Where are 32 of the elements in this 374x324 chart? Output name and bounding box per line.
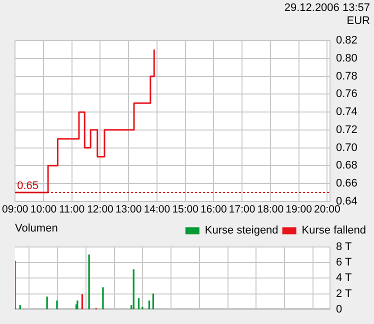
x-tick-label: 09:00	[2, 204, 28, 216]
legend-label: Kurse steigend	[204, 224, 278, 237]
y-tick-label: 0	[336, 303, 342, 316]
y-tick-label: 0.82	[336, 34, 358, 47]
x-tick-label: 19:00	[286, 204, 312, 216]
x-tick-label: 10:00	[30, 204, 57, 216]
y-tick-label: 8 T	[336, 241, 352, 254]
y-tick-label: 2 T	[336, 288, 352, 300]
y-tick-label: 0.68	[336, 160, 358, 172]
x-tick-label: 16:00	[200, 204, 227, 216]
x-tick-label: 14:00	[144, 204, 170, 216]
y-tick-label: 6 T	[336, 256, 352, 269]
legend-label: Kurse fallend	[302, 224, 366, 237]
x-tick-label: 18:00	[257, 204, 284, 216]
x-tick-label: 20:00	[314, 204, 340, 216]
y-tick-label: 4 T	[336, 272, 352, 284]
y-tick-label: 0.78	[336, 70, 358, 82]
y-tick-label: 0.80	[336, 52, 358, 64]
x-tick-label: 13:00	[115, 204, 142, 216]
x-tick-label: 15:00	[172, 204, 199, 216]
x-tick-label: 12:00	[87, 204, 114, 216]
y-tick-label: 0.76	[336, 88, 358, 100]
chart-title: Volumen	[15, 222, 58, 235]
ref-line-label: 0.65	[17, 180, 39, 192]
y-tick-label: 0.66	[336, 178, 358, 190]
y-tick-label: 0.74	[336, 106, 358, 118]
y-tick-label: 0.70	[336, 142, 358, 154]
text: 29.12.2006 13:57	[283, 2, 370, 15]
y-tick-label: 0.72	[336, 124, 358, 136]
y-axis-title: EUR	[346, 15, 370, 28]
x-tick-label: 17:00	[228, 204, 256, 216]
x-tick-label: 11:00	[59, 204, 85, 216]
